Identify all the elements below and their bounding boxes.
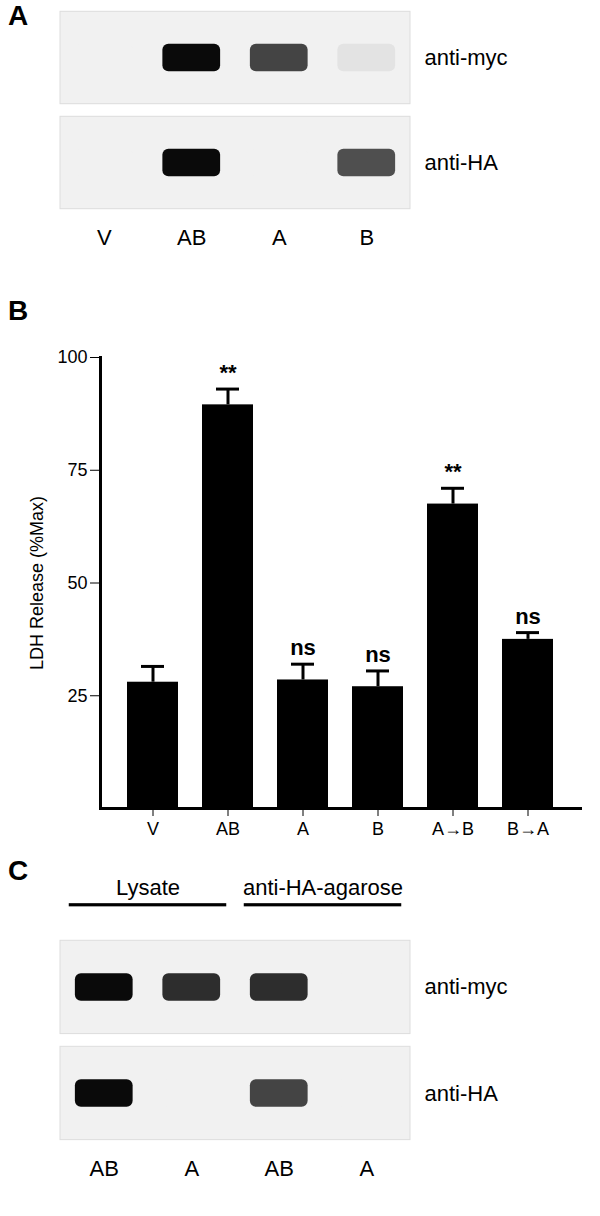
svg-text:anti-myc: anti-myc [425,45,508,70]
html-text:B: B [8,295,29,326]
html-text:C: C [8,855,29,886]
svg-text:50: 50 [67,573,87,593]
svg-text:Lysate: Lysate [116,875,180,900]
svg-text:LDH Release (%Max): LDH Release (%Max) [27,496,47,670]
svg-text:A: A [297,819,309,839]
svg-text:ns: ns [365,642,391,667]
svg-text:anti-HA: anti-HA [425,1081,499,1106]
svg-text:A: A [272,225,287,250]
svg-text:A→B: A→B [432,819,474,839]
svg-text:A: A [359,1156,374,1181]
html-text:A: A [8,0,29,31]
svg-text:B: B [372,819,384,839]
svg-text:ns: ns [515,604,541,629]
svg-text:25: 25 [67,686,87,706]
svg-text:anti-HA-agarose: anti-HA-agarose [243,875,403,900]
svg-text:**: ** [444,459,462,484]
svg-text:V: V [147,819,159,839]
svg-text:V: V [97,225,112,250]
svg-text:AB: AB [90,1156,119,1181]
svg-text:B→A: B→A [507,819,549,839]
svg-text:B: B [359,225,374,250]
svg-text:anti-HA: anti-HA [425,150,499,175]
svg-text:AB: AB [216,819,240,839]
svg-text:A: A [184,1156,199,1181]
svg-text:AB: AB [265,1156,294,1181]
svg-text:AB: AB [177,225,206,250]
svg-text:75: 75 [67,460,87,480]
svg-text:ns: ns [290,635,316,660]
svg-text:**: ** [219,360,237,385]
svg-text:anti-myc: anti-myc [425,974,508,999]
svg-text:100: 100 [57,347,87,367]
